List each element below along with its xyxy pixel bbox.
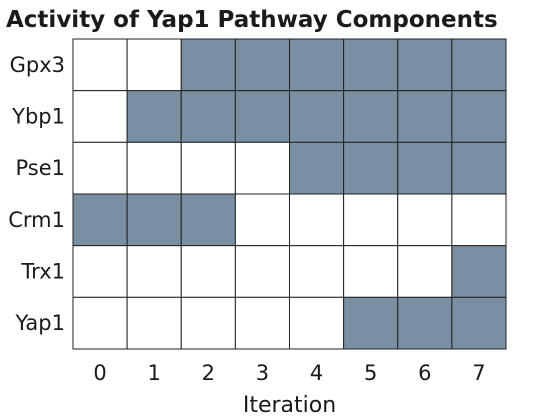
heatmap-cell-pse1-7 [451, 141, 507, 195]
heatmap-cell-yap1-0 [72, 296, 128, 350]
heatmap-cell-crm1-5 [343, 193, 399, 247]
heatmap-cell-trx1-3 [234, 245, 290, 298]
heatmap-cell-gpx3-7 [451, 38, 507, 92]
heatmap-cell-crm1-1 [126, 193, 182, 247]
heatmap-cell-gpx3-6 [397, 38, 453, 92]
heatmap-cell-gpx3-0 [72, 38, 128, 92]
heatmap-cell-crm1-4 [289, 193, 345, 247]
y-tick-labels: Gpx3 Ybp1 Pse1 Crm1 Trx1 Yap1 [8, 53, 65, 335]
x-tick-label: 6 [418, 361, 431, 385]
heatmap-cells [72, 38, 507, 350]
heatmap-cell-crm1-2 [180, 193, 236, 247]
x-tick-label: 1 [148, 361, 161, 385]
heatmap-cell-gpx3-3 [234, 38, 290, 92]
heatmap-cell-pse1-5 [343, 141, 399, 195]
heatmap-cell-yap1-3 [234, 296, 290, 350]
y-tick-label: Ybp1 [11, 105, 65, 129]
heatmap-cell-trx1-4 [289, 245, 345, 298]
heatmap-cell-ybp1-2 [180, 90, 236, 143]
x-axis-label: Iteration [243, 393, 336, 418]
heatmap-cell-ybp1-0 [72, 90, 128, 143]
y-tick-label: Pse1 [15, 156, 65, 180]
heatmap-cell-trx1-2 [180, 245, 236, 298]
heatmap-cell-crm1-0 [72, 193, 128, 247]
heatmap-cell-yap1-7 [451, 296, 507, 350]
heatmap-cell-yap1-1 [126, 296, 182, 350]
x-tick-label: 0 [93, 361, 106, 385]
heatmap-cell-trx1-0 [72, 245, 128, 298]
heatmap-cell-gpx3-5 [343, 38, 399, 92]
heatmap-cell-crm1-3 [234, 193, 290, 247]
x-tick-label: 5 [364, 361, 377, 385]
heatmap-cell-crm1-6 [397, 193, 453, 247]
heatmap-cell-pse1-2 [180, 141, 236, 195]
heatmap-cell-trx1-7 [451, 245, 507, 298]
heatmap-cell-ybp1-4 [289, 90, 345, 143]
y-tick-label: Trx1 [20, 260, 65, 284]
heatmap-cell-ybp1-5 [343, 90, 399, 143]
heatmap-cell-gpx3-2 [180, 38, 236, 92]
x-tick-label: 7 [472, 361, 485, 385]
heatmap-cell-yap1-5 [343, 296, 399, 350]
heatmap-cell-pse1-6 [397, 141, 453, 195]
heatmap-cell-ybp1-3 [234, 90, 290, 143]
x-tick-label: 3 [256, 361, 269, 385]
heatmap-cell-pse1-4 [289, 141, 345, 195]
heatmap-cell-pse1-0 [72, 141, 128, 195]
heatmap-cell-ybp1-6 [397, 90, 453, 143]
y-tick-label: Gpx3 [10, 53, 65, 77]
heatmap-cell-pse1-1 [126, 141, 182, 195]
heatmap-cell-yap1-6 [397, 296, 453, 350]
heatmap-cell-pse1-3 [234, 141, 290, 195]
chart-title: Activity of Yap1 Pathway Components [6, 7, 498, 33]
heatmap-cell-trx1-5 [343, 245, 399, 298]
x-tick-label: 2 [202, 361, 215, 385]
heatmap-cell-gpx3-4 [289, 38, 345, 92]
heatmap-cell-crm1-7 [451, 193, 507, 247]
heatmap-cell-yap1-4 [289, 296, 345, 350]
y-tick-label: Yap1 [15, 311, 66, 335]
heatmap-cell-trx1-1 [126, 245, 182, 298]
x-tick-label: 4 [310, 361, 323, 385]
heatmap-cell-gpx3-1 [126, 38, 182, 92]
y-tick-label: Crm1 [8, 208, 65, 232]
heatmap-cell-trx1-6 [397, 245, 453, 298]
heatmap-cell-yap1-2 [180, 296, 236, 350]
heatmap-cell-ybp1-1 [126, 90, 182, 143]
x-tick-labels: 0 1 2 3 4 5 6 7 [93, 361, 485, 385]
heatmap-cell-ybp1-7 [451, 90, 507, 143]
